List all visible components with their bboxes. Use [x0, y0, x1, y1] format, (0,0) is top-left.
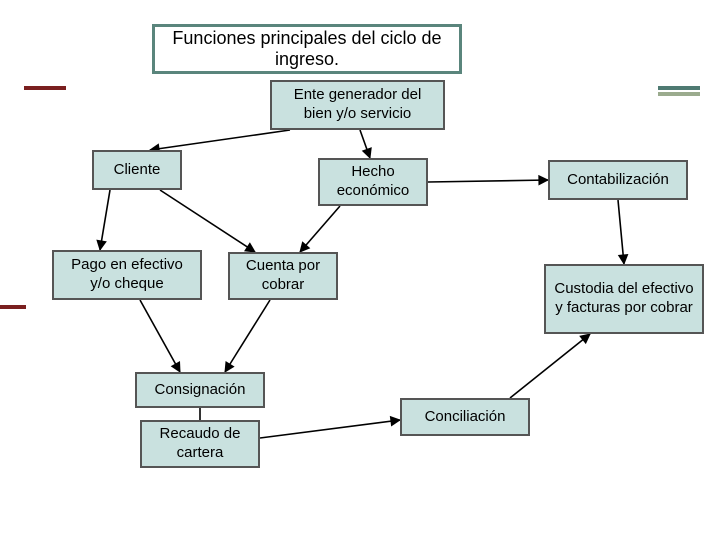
edge-hecho-contab [428, 180, 548, 182]
edge-contab-custodia [618, 200, 624, 264]
node-hecho: Hecho económico [318, 158, 428, 206]
node-ente: Ente generador del bien y/o servicio [270, 80, 445, 130]
node-cuenta: Cuenta por cobrar [228, 252, 338, 300]
node-custodia: Custodia del efectivo y facturas por cob… [544, 264, 704, 334]
node-concil: Conciliación [400, 398, 530, 436]
edge-cliente-pago [100, 190, 110, 250]
node-recaudo: Recaudo de cartera [140, 420, 260, 468]
edge-hecho-cuenta [300, 206, 340, 252]
edge-pago-consig [140, 300, 180, 372]
node-cliente: Cliente [92, 150, 182, 190]
node-pago: Pago en efectivo y/o cheque [52, 250, 202, 300]
edge-recaudo-concil [260, 420, 400, 438]
node-consig: Consignación [135, 372, 265, 408]
node-contab: Contabilización [548, 160, 688, 200]
diagram-title: Funciones principales del ciclo de ingre… [152, 24, 462, 74]
edge-ente-hecho [360, 130, 370, 158]
edge-concil-custodia [510, 334, 590, 398]
edge-cuenta-consig [225, 300, 270, 372]
edge-ente-cliente [150, 130, 290, 150]
edge-cliente-cuenta [160, 190, 255, 252]
